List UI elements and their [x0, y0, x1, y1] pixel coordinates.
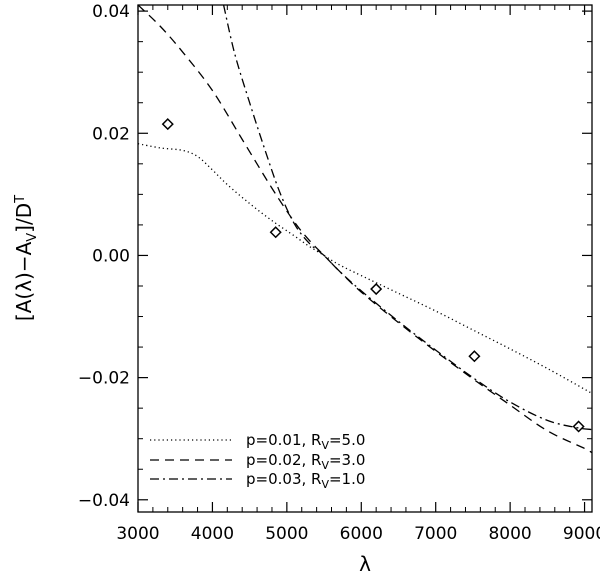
series-line-dashed — [138, 5, 592, 454]
data-point-diamond — [572, 420, 585, 433]
y-axis-label: [A(λ)−AV]/DT — [12, 195, 40, 321]
x-tick-label: 6000 — [340, 524, 383, 544]
x-tick-label: 4000 — [191, 524, 234, 544]
legend-label-0: p=0.01, RV=5.0 — [246, 431, 365, 452]
axis-ticks: 3000 4000 5000 6000 7000 8000 9000 −0.04 −0.02 0.… — [78, 2, 600, 544]
x-tick-label: 9000 — [563, 524, 600, 544]
data-point-diamond — [161, 118, 174, 131]
y-tick-label: −0.04 — [78, 491, 130, 511]
legend-entry-2: p=0.03, RV=1.0 — [150, 470, 365, 491]
y-tick-label: 0.00 — [92, 246, 130, 266]
y-axis-label-mid: ]/D — [12, 203, 36, 233]
x-tick-label: 5000 — [265, 524, 308, 544]
x-tick-label: 8000 — [488, 524, 531, 544]
y-tick-label: 0.02 — [92, 124, 130, 144]
legend-entry-1: p=0.02, RV=3.0 — [150, 451, 365, 472]
legend-entry-0: p=0.01, RV=5.0 — [150, 431, 365, 452]
legend: p=0.01, RV=5.0 p=0.02, RV=3.0 p=0.03, RV… — [150, 431, 365, 491]
y-axis-label-main: [A(λ)−A — [12, 241, 36, 321]
data-point-diamond — [269, 226, 282, 239]
y-axis-label-sup: T — [13, 195, 28, 204]
y-axis-label-sub: V — [25, 233, 40, 242]
series-line-dashdot — [222, 5, 592, 431]
y-tick-label: 0.04 — [92, 2, 130, 22]
legend-label-2: p=0.03, RV=1.0 — [246, 470, 365, 491]
x-tick-label: 7000 — [414, 524, 457, 544]
plot-frame — [137, 4, 593, 513]
data-point-diamond — [468, 350, 481, 363]
legend-label-1: p=0.02, RV=3.0 — [246, 451, 365, 472]
series-line-dotted — [138, 143, 592, 395]
x-tick-label: 3000 — [116, 524, 159, 544]
data-point-diamond — [370, 282, 383, 296]
y-tick-label: −0.02 — [78, 369, 130, 389]
x-axis-label: λ — [359, 552, 371, 575]
observed-points — [161, 118, 585, 433]
series-layer — [138, 5, 592, 454]
